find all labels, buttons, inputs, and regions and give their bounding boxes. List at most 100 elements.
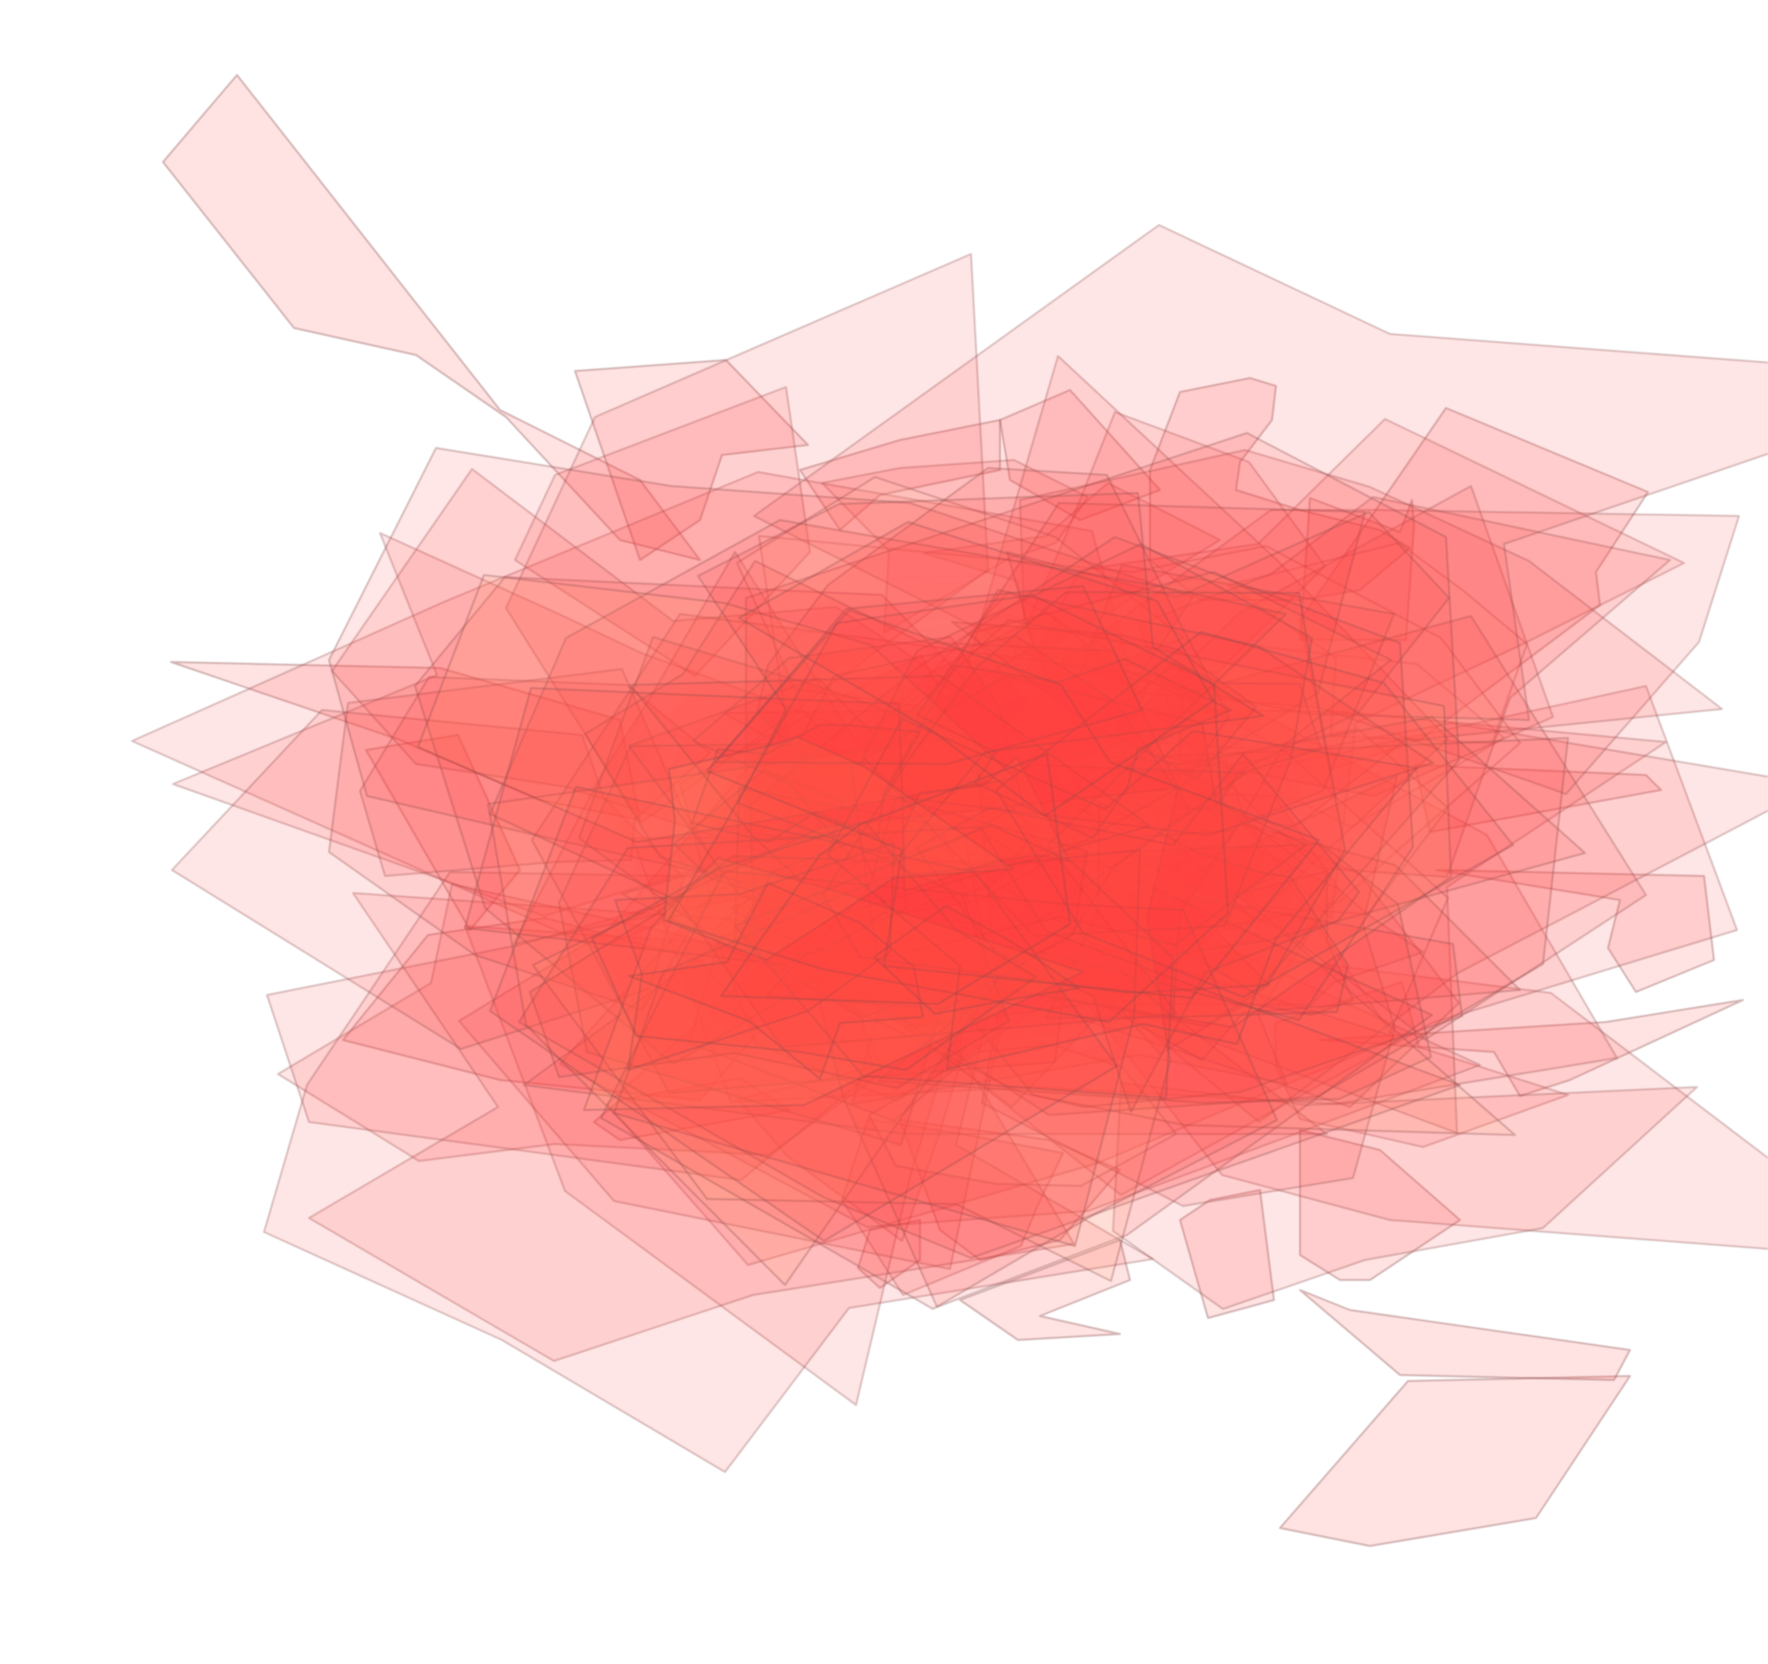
region-polygon[interactable] bbox=[775, 753, 1256, 966]
region-polygon[interactable] bbox=[1047, 760, 1305, 910]
region-polygon[interactable] bbox=[359, 676, 711, 877]
region-polygon[interactable] bbox=[162, 74, 701, 561]
region-polygon[interactable] bbox=[916, 658, 1232, 839]
region-polygon[interactable] bbox=[734, 824, 1174, 1099]
region-polygon[interactable] bbox=[277, 883, 884, 1162]
region-polygon[interactable] bbox=[1227, 542, 1528, 744]
region-polygon[interactable] bbox=[745, 432, 1460, 994]
region-polygon[interactable] bbox=[841, 1118, 1064, 1296]
region-polygon[interactable] bbox=[1279, 1375, 1631, 1547]
region-polygon[interactable] bbox=[489, 786, 1118, 1242]
region-polygon[interactable] bbox=[532, 787, 1179, 1282]
region-polygon[interactable] bbox=[559, 654, 1481, 1228]
region-polygon[interactable] bbox=[458, 706, 1005, 1270]
region-polygon[interactable] bbox=[958, 571, 1392, 874]
region-polygon[interactable] bbox=[899, 619, 1452, 1028]
region-polygon[interactable] bbox=[720, 753, 1071, 1005]
region-polygon[interactable] bbox=[1130, 722, 1768, 1123]
region-polygon[interactable] bbox=[1025, 926, 1768, 1259]
region-polygon[interactable] bbox=[628, 635, 1177, 924]
region-polygon[interactable] bbox=[758, 535, 1521, 954]
region-polygon[interactable] bbox=[171, 709, 685, 1050]
region-polygon[interactable] bbox=[881, 589, 1434, 836]
region-polygon[interactable] bbox=[890, 782, 1460, 1108]
region-polygon[interactable] bbox=[263, 871, 1154, 1473]
region-polygon[interactable] bbox=[1013, 418, 1685, 920]
region-polygon[interactable] bbox=[862, 543, 1313, 937]
region-polygon[interactable] bbox=[1116, 662, 1322, 810]
region-polygon[interactable] bbox=[1103, 485, 1554, 797]
region-polygon[interactable] bbox=[1274, 981, 1569, 1148]
region-polygon[interactable] bbox=[950, 887, 1463, 1108]
region-polygon[interactable] bbox=[1013, 411, 1326, 674]
region-polygon[interactable] bbox=[489, 519, 1287, 1048]
region-polygon[interactable] bbox=[513, 551, 929, 945]
region-polygon[interactable] bbox=[621, 788, 1516, 1136]
region-polygon[interactable] bbox=[959, 1239, 1131, 1341]
region-polygon[interactable] bbox=[1414, 764, 1662, 833]
region-polygon[interactable] bbox=[558, 677, 1116, 1146]
region-polygon[interactable] bbox=[1435, 869, 1715, 993]
region-polygon[interactable] bbox=[926, 611, 1202, 781]
region-polygon[interactable] bbox=[981, 775, 1398, 1207]
region-polygon[interactable] bbox=[688, 848, 971, 1122]
region-polygon[interactable] bbox=[868, 1044, 1177, 1187]
region-polygon[interactable] bbox=[743, 839, 888, 952]
region-polygon[interactable] bbox=[1179, 1189, 1275, 1319]
region-polygon[interactable] bbox=[1137, 845, 1424, 1006]
region-polygon[interactable] bbox=[706, 609, 1320, 999]
region-polygon[interactable] bbox=[960, 901, 1270, 1027]
region-polygon[interactable] bbox=[518, 826, 1461, 1259]
region-polygon[interactable] bbox=[1103, 870, 1354, 1055]
region-polygon[interactable] bbox=[999, 389, 1161, 521]
region-polygon[interactable] bbox=[799, 419, 1001, 531]
region-polygon[interactable] bbox=[902, 756, 1070, 892]
region-polygon[interactable] bbox=[308, 892, 1075, 1362]
region-polygon[interactable] bbox=[464, 925, 977, 1406]
region-polygon[interactable] bbox=[1045, 801, 1349, 1019]
region-polygon[interactable] bbox=[712, 814, 1092, 1102]
region-polygon[interactable] bbox=[1299, 497, 1415, 641]
region-polygon[interactable] bbox=[523, 890, 1328, 1135]
region-polygon[interactable] bbox=[667, 594, 1229, 1023]
region-polygon[interactable] bbox=[1149, 377, 1411, 601]
region-polygon[interactable] bbox=[331, 468, 996, 893]
region-polygon[interactable] bbox=[614, 842, 895, 1071]
region-polygon[interactable] bbox=[673, 769, 844, 910]
region-polygon[interactable] bbox=[531, 613, 1152, 1094]
region-polygon[interactable] bbox=[831, 685, 1738, 1196]
region-polygon[interactable] bbox=[417, 574, 1016, 843]
region-polygon[interactable] bbox=[730, 737, 1569, 1116]
region-polygon[interactable] bbox=[899, 1119, 1121, 1261]
region-polygon[interactable] bbox=[414, 576, 1101, 1065]
region-polygon[interactable] bbox=[629, 675, 1151, 916]
region-polygon[interactable] bbox=[723, 707, 1667, 1134]
region-polygon[interactable] bbox=[593, 1077, 791, 1141]
region-polygon[interactable] bbox=[968, 829, 1235, 1018]
region-polygon[interactable] bbox=[785, 746, 1521, 1061]
region-polygon[interactable] bbox=[328, 447, 1194, 979]
region-polygon[interactable] bbox=[574, 359, 809, 561]
region-polygon[interactable] bbox=[1031, 509, 1740, 795]
region-polygon[interactable] bbox=[1319, 999, 1744, 1097]
region-polygon[interactable] bbox=[854, 564, 1395, 843]
region-polygon[interactable] bbox=[873, 905, 1080, 1015]
region-polygon[interactable] bbox=[1138, 496, 1671, 878]
region-polygon[interactable] bbox=[905, 502, 1366, 776]
region-polygon[interactable] bbox=[804, 744, 1175, 996]
region-polygon[interactable] bbox=[749, 536, 1414, 1021]
region-polygon[interactable] bbox=[737, 1037, 969, 1242]
region-polygon[interactable] bbox=[936, 355, 1449, 909]
region-polygon[interactable] bbox=[1299, 1289, 1631, 1381]
region-polygon[interactable] bbox=[821, 591, 1449, 1036]
region-polygon[interactable] bbox=[691, 724, 921, 843]
region-polygon[interactable] bbox=[827, 764, 1247, 1002]
region-polygon[interactable] bbox=[765, 797, 1088, 1010]
region-polygon[interactable] bbox=[584, 560, 1190, 931]
region-polygon[interactable] bbox=[915, 753, 1360, 1113]
region-polygon[interactable] bbox=[663, 736, 1014, 961]
region-polygon[interactable] bbox=[931, 511, 1450, 926]
region-polygon[interactable] bbox=[600, 870, 1278, 1310]
